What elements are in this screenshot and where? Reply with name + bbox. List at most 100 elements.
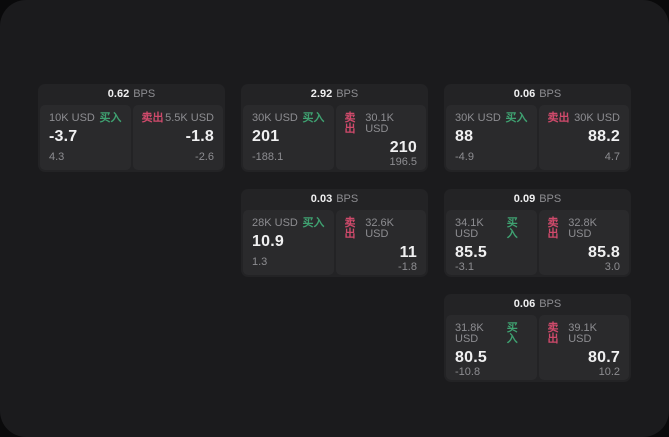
bps-value: 0.62 [107,88,130,100]
sell-side-label: 卖出 [141,112,164,124]
card-header: 2.92 BPS [243,84,426,105]
buy-panel-top: 30K USD 买入 [455,113,528,124]
sell-delta: -1.8 [398,260,417,273]
sell-amount: 39.1K USD [568,322,597,345]
sell-panel-top: 卖出 32.8K USD [548,218,621,240]
buy-panel-top: 30K USD 买入 [252,113,325,124]
buy-panel[interactable]: 31.8K USD 买入 80.5 -10.8 [446,315,537,380]
sell-panel[interactable]: 卖出 5.5K USD -1.8 -2.6 [132,105,223,170]
sell-panel[interactable]: 卖出 30K USD 88.2 4.7 [538,105,629,170]
buy-panel[interactable]: 30K USD 买入 88 -4.9 [446,105,537,170]
buy-price: 10.9 [252,233,284,250]
bps-value: 0.03 [310,193,333,205]
bps-value: 0.09 [513,193,536,205]
sell-price: 210 [389,139,417,156]
sell-panel[interactable]: 卖出 39.1K USD 80.7 10.2 [538,315,629,380]
cards-grid: 0.62 BPS 10K USD 买入 -3.7 4.3 卖出 5.5K USD… [38,84,631,382]
buy-side-label: 买入 [505,112,528,124]
card-body: 10K USD 买入 -3.7 4.3 卖出 5.5K USD -1.8 -2.… [40,105,223,170]
sell-panel[interactable]: 卖出 32.8K USD 85.8 3.0 [538,210,629,275]
bps-unit-label: BPS [539,193,562,205]
sell-side-label: 卖出 [547,217,559,240]
price-card: 0.06 BPS 30K USD 买入 88 -4.9 卖出 30K USD 8… [444,84,631,172]
buy-delta: 4.3 [49,151,65,163]
bps-value: 2.92 [310,88,333,100]
buy-panel-top: 10K USD 买入 [49,113,122,124]
bps-unit-label: BPS [133,88,156,100]
sell-price: -1.8 [185,128,214,145]
price-card: 0.09 BPS 34.1K USD 买入 85.5 -3.1 卖出 32.8K… [444,189,631,277]
buy-delta: 1.3 [252,256,268,268]
buy-panel[interactable]: 28K USD 买入 10.9 1.3 [243,210,334,275]
buy-panel[interactable]: 30K USD 买入 201 -188.1 [243,105,334,170]
card-body: 34.1K USD 买入 85.5 -3.1 卖出 32.8K USD 85.8… [446,210,629,275]
sell-side-label: 卖出 [547,322,559,345]
sell-panel-top: 卖出 30K USD [548,113,621,124]
buy-amount: 30K USD [455,112,501,124]
buy-price: 85.5 [455,244,487,261]
sell-panel-top: 卖出 39.1K USD [548,323,621,345]
price-card: 0.06 BPS 31.8K USD 买入 80.5 -10.8 卖出 39.1… [444,294,631,382]
buy-panel[interactable]: 34.1K USD 买入 85.5 -3.1 [446,210,537,275]
sell-amount: 30K USD [574,112,620,124]
sell-amount: 5.5K USD [165,112,214,124]
buy-panel[interactable]: 10K USD 买入 -3.7 4.3 [40,105,131,170]
bps-unit-label: BPS [539,88,562,100]
buy-amount: 28K USD [252,217,298,229]
sell-price: 88.2 [588,128,620,145]
sell-panel[interactable]: 卖出 32.6K USD 11 -1.8 [335,210,426,275]
sell-price: 85.8 [588,244,620,261]
card-header: 0.09 BPS [446,189,629,210]
buy-delta: -4.9 [455,151,474,163]
card-header: 0.03 BPS [243,189,426,210]
sell-delta: 10.2 [598,365,620,378]
buy-panel-top: 34.1K USD 买入 [455,218,528,240]
card-header: 0.06 BPS [446,84,629,105]
buy-delta: -188.1 [252,151,284,163]
buy-amount: 10K USD [49,112,95,124]
bps-unit-label: BPS [336,193,359,205]
bps-value: 0.06 [513,88,536,100]
buy-side-label: 买入 [506,217,518,240]
buy-price: 88 [455,128,474,145]
card-body: 31.8K USD 买入 80.5 -10.8 卖出 39.1K USD 80.… [446,315,629,380]
buy-price: -3.7 [49,128,78,145]
buy-side-label: 买入 [99,112,122,124]
buy-delta: -10.8 [455,365,481,378]
sell-amount: 32.6K USD [365,217,394,240]
sell-price: 80.7 [588,349,620,366]
sell-side-label: 卖出 [344,112,356,135]
buy-side-label: 买入 [302,217,325,229]
price-card: 0.62 BPS 10K USD 买入 -3.7 4.3 卖出 5.5K USD… [38,84,225,172]
sell-delta: 3.0 [604,260,620,273]
sell-amount: 32.8K USD [568,217,597,240]
bps-unit-label: BPS [336,88,359,100]
sell-panel-top: 卖出 5.5K USD [142,113,215,124]
buy-price: 80.5 [455,349,487,366]
sell-amount: 30.1K USD [365,112,394,135]
bps-value: 0.06 [513,298,536,310]
card-body: 30K USD 买入 201 -188.1 卖出 30.1K USD 210 1… [243,105,426,170]
sell-delta: 4.7 [604,151,620,163]
sell-side-label: 卖出 [344,217,356,240]
buy-side-label: 买入 [302,112,325,124]
card-header: 0.06 BPS [446,294,629,315]
sell-panel-top: 卖出 32.6K USD [345,218,418,240]
bps-unit-label: BPS [539,298,562,310]
card-body: 28K USD 买入 10.9 1.3 卖出 32.6K USD 11 -1.8 [243,210,426,275]
price-card: 2.92 BPS 30K USD 买入 201 -188.1 卖出 30.1K … [241,84,428,172]
buy-amount: 31.8K USD [455,322,484,345]
buy-delta: -3.1 [455,260,474,273]
sell-panel[interactable]: 卖出 30.1K USD 210 196.5 [335,105,426,170]
card-header: 0.62 BPS [40,84,223,105]
buy-side-label: 买入 [506,322,518,345]
sell-side-label: 卖出 [547,112,570,124]
sell-panel-top: 卖出 30.1K USD [345,113,418,135]
price-card: 0.03 BPS 28K USD 买入 10.9 1.3 卖出 32.6K US… [241,189,428,277]
buy-amount: 30K USD [252,112,298,124]
buy-panel-top: 31.8K USD 买入 [455,323,528,345]
buy-amount: 34.1K USD [455,217,484,240]
buy-panel-top: 28K USD 买入 [252,218,325,229]
card-body: 30K USD 买入 88 -4.9 卖出 30K USD 88.2 4.7 [446,105,629,170]
